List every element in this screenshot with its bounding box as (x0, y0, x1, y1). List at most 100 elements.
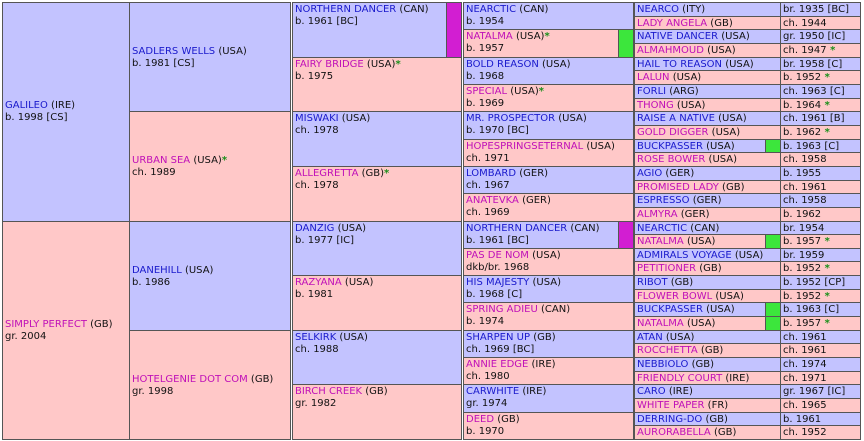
horse-info: ch. 1961 (783, 345, 827, 356)
horse-name-link[interactable]: ADMIRALS VOYAGE (637, 250, 732, 261)
horse-name-link[interactable]: DANZIG (295, 223, 335, 234)
horse-country: (USA) (703, 45, 736, 56)
horse-name-link[interactable]: HOPESPRINGSETERNAL (466, 141, 584, 152)
horse-name-link[interactable]: NORTHERN DANCER (466, 223, 568, 234)
horse-name-link[interactable]: SADLERS WELLS (132, 46, 216, 57)
horse-name-link[interactable]: HIS MAJESTY (466, 277, 530, 288)
horse-name-link[interactable]: HAIL TO REASON (637, 59, 723, 70)
g5-name-cell: NATIVE DANCER (USA) (634, 29, 781, 44)
horse-info: b. 1957 (783, 318, 822, 329)
horse-country: (GB) (667, 277, 694, 288)
horse-name-link[interactable]: ALMAHMOUD (637, 45, 704, 56)
horse-name-link[interactable]: AURORABELLA (637, 427, 711, 438)
g4-cell: BOLD REASON (USA) b. 1968 (463, 57, 634, 85)
horse-country: (GB) (710, 427, 737, 438)
g5-name-cell: GOLD DIGGER (USA) (634, 125, 781, 140)
horse-name-link[interactable]: FLOWER BOWL (637, 291, 713, 302)
horse-country: (CAN) (687, 223, 720, 234)
horse-name-link[interactable]: NEARCO (637, 4, 679, 15)
g4-cell: SPRING ADIEU (CAN) b. 1974 (463, 302, 634, 331)
horse-name-link[interactable]: BIRCH CREEK (295, 386, 363, 397)
horse-info: b. 1981 [CS] (132, 58, 195, 69)
horse-country: (GB) (697, 345, 724, 356)
horse-name-link[interactable]: MR. PROSPECTOR (466, 113, 556, 124)
horse-name-link[interactable]: NEARCTIC (637, 223, 688, 234)
horse-name-link[interactable]: PETITIONER (637, 263, 697, 274)
horse-name-link[interactable]: NEBBIOLO (637, 359, 689, 370)
g5-info-cell: br. 1954 (780, 221, 861, 235)
horse-country: (GER) (518, 195, 551, 206)
horse-name-link[interactable]: ANNIE EDGE (466, 359, 529, 370)
horse-country: (USA) (512, 31, 545, 42)
g5-info-cell: br. 1959 (780, 248, 861, 262)
horse-name-link[interactable]: GALILEO (5, 100, 48, 111)
g5-info-cell: b. 1952 * (780, 261, 861, 276)
horse-name-link[interactable]: NATALMA (637, 236, 684, 247)
horse-name-link[interactable]: MISWAKI (295, 113, 339, 124)
horse-name-link[interactable]: ROCCHETTA (637, 345, 698, 356)
horse-name-link[interactable]: RIBOT (637, 277, 668, 288)
horse-name-link[interactable]: FAIRY BRIDGE (295, 59, 364, 70)
horse-info: gr. 1967 [IC] (783, 386, 846, 397)
g5-info-cell: ch. 1961 (780, 180, 861, 194)
horse-name-link[interactable]: SELKIRK (295, 332, 337, 343)
horse-country: (CAN) (516, 4, 549, 15)
g5-name-cell: FORLI (ARG) (634, 84, 781, 99)
horse-name-link[interactable]: CARO (637, 386, 666, 397)
horse-name-link[interactable]: ROSE BOWER (637, 154, 706, 165)
horse-info: b. 1963 [C] (783, 304, 840, 315)
horse-name-link[interactable]: BUCKPASSER (637, 304, 703, 315)
horse-name-link[interactable]: HOTELGENIE DOT COM (132, 374, 248, 385)
horse-name-link[interactable]: NATALMA (637, 318, 684, 329)
horse-name-link[interactable]: NEARCTIC (466, 4, 517, 15)
horse-info: ch. 1961 [B] (783, 113, 845, 124)
horse-name-link[interactable]: SIMPLY PERFECT (5, 319, 87, 330)
horse-country: (CAN) (396, 4, 429, 15)
horse-name-link[interactable]: THONG (637, 100, 674, 111)
g4-cell: LOMBARD (GER) ch. 1967 (463, 166, 634, 194)
star-marker: * (821, 72, 830, 83)
horse-country: (USA) (334, 223, 367, 234)
star-marker: * (821, 127, 830, 138)
horse-name-link[interactable]: PAS DE NOM (466, 250, 529, 261)
horse-info: gr. 1998 (132, 386, 174, 397)
horse-info: ch. 1988 (295, 344, 339, 355)
horse-name-link[interactable]: SPECIAL (466, 86, 508, 97)
horse-name-link[interactable]: DERRING-DO (637, 414, 703, 425)
horse-country: (USA) (673, 100, 706, 111)
horse-name-link[interactable]: CARWHITE (466, 386, 520, 397)
horse-name-link[interactable]: AGIO (637, 168, 663, 179)
horse-name-link[interactable]: LOMBARD (466, 168, 517, 179)
horse-name-link[interactable]: ATAN (637, 332, 663, 343)
horse-name-link[interactable]: RAZYANA (295, 277, 342, 288)
horse-name-link[interactable]: ALLEGRETTA (295, 168, 359, 179)
horse-name-link[interactable]: NATALMA (466, 31, 513, 42)
horse-name-link[interactable]: SPRING ADIEU (466, 304, 538, 315)
g5-name-cell: AURORABELLA (GB) (634, 425, 781, 440)
horse-name-link[interactable]: ESPRESSO (637, 195, 690, 206)
horse-name-link[interactable]: PROMISED LADY (637, 182, 719, 193)
horse-country: (USA) (714, 113, 747, 124)
horse-name-link[interactable]: LADY ANGELA (637, 18, 708, 29)
horse-name-link[interactable]: RAISE A NATIVE (637, 113, 715, 124)
horse-name-link[interactable]: FRIENDLY COURT (637, 373, 723, 384)
horse-name-link[interactable]: WHITE PAPER (637, 400, 705, 411)
horse-name-link[interactable]: FORLI (637, 86, 667, 97)
horse-info: ch. 1965 (783, 400, 827, 411)
horse-name-link[interactable]: ALMYRA (637, 209, 678, 220)
horse-info: ch. 1978 (295, 180, 339, 191)
horse-name-link[interactable]: NORTHERN DANCER (295, 4, 397, 15)
horse-name-link[interactable]: BOLD REASON (466, 59, 539, 70)
horse-name-link[interactable]: LALUN (637, 72, 670, 83)
horse-name-link[interactable]: BUCKPASSER (637, 141, 703, 152)
horse-name-link[interactable]: DEED (466, 414, 495, 425)
horse-name-link[interactable]: GOLD DIGGER (637, 127, 709, 138)
horse-name-link[interactable]: URBAN SEA (132, 155, 191, 166)
g4-cell: HIS MAJESTY (USA) b. 1968 [C] (463, 275, 634, 303)
horse-name-link[interactable]: ANATEVKA (466, 195, 519, 206)
horse-name-link[interactable]: DANEHILL (132, 265, 182, 276)
horse-name-link[interactable]: NATIVE DANCER (637, 31, 719, 42)
horse-info: b. 1964 (783, 100, 822, 111)
horse-name-link[interactable]: SHARPEN UP (466, 332, 531, 343)
star-marker: * (821, 236, 830, 247)
